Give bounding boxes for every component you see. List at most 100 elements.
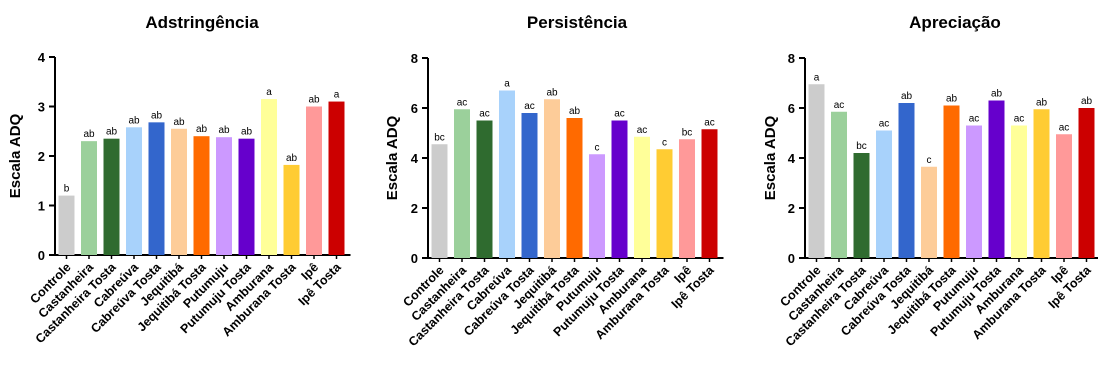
significance-label: c [595,142,600,153]
bar [148,122,165,255]
bar [58,195,75,255]
significance-label: a [504,79,510,90]
bar [454,109,470,258]
significance-label: ab [946,94,958,105]
chart-title: Adstringência [145,13,259,32]
bar [171,128,187,255]
y-tick-label: 2 [38,149,45,164]
y-tick-label: 4 [411,151,419,166]
bar [544,99,560,258]
significance-label: ab [1036,97,1048,108]
significance-label: ac [637,125,648,136]
bar [238,138,255,255]
y-tick-label: 4 [788,151,796,166]
significance-label: ab [151,110,163,121]
significance-label: ac [834,100,845,111]
significance-label: ab [286,153,298,164]
bar [216,137,232,255]
significance-label: ab [546,87,558,98]
bar [328,101,345,255]
bar [589,154,605,258]
bar [283,164,300,255]
bar [988,100,1005,258]
significance-label: a [334,90,340,101]
bar [876,130,892,258]
significance-label: ac [1059,122,1070,133]
significance-label: ac [457,97,468,108]
y-tick-label: 8 [788,51,795,66]
y-tick-label: 8 [411,51,418,66]
significance-label: bc [856,141,867,152]
bar [1033,109,1050,258]
significance-label: ac [879,119,890,130]
y-axis-label: Escala ADQ [7,113,24,198]
bar [966,125,982,258]
y-tick-label: 4 [38,50,46,65]
significance-label: ab [173,117,185,128]
y-tick-label: 1 [38,199,45,214]
y-axis-label: Escala ADQ [384,115,401,200]
bar [431,144,448,258]
significance-label: c [927,155,932,166]
bar [499,90,515,258]
significance-label: a [266,87,272,98]
bar [634,136,650,258]
significance-label: a [814,72,820,83]
bar [476,120,493,258]
bar [679,139,695,258]
significance-label: ac [479,109,490,120]
significance-label: ab [991,89,1003,100]
y-tick-label: 2 [788,201,795,216]
y-tick-label: 6 [411,101,418,116]
bar [1056,134,1072,258]
significance-label: ac [524,101,535,112]
chart-title: Persistência [527,13,628,32]
significance-label: ab [196,124,208,135]
y-axis-label: Escala ADQ [762,115,779,200]
y-tick-label: 2 [411,201,418,216]
y-tick-label: 0 [788,251,795,266]
bar [566,118,583,258]
bar [81,141,97,255]
bar [898,103,915,258]
significance-label: ac [704,117,715,128]
bar [261,99,277,255]
bar [1011,125,1027,258]
bar [921,166,937,258]
bar [521,113,538,258]
x-category-label: Ipê Tosta [296,259,345,308]
bar [943,105,960,258]
x-category-label: Ipê Tosta [1046,262,1095,311]
significance-label: b [64,184,70,195]
significance-label: bc [434,132,445,143]
bar [126,127,142,255]
significance-label: ab [569,106,581,117]
bar [103,138,120,255]
y-tick-label: 6 [788,101,795,116]
bar [193,136,210,255]
bar [1078,108,1095,258]
bar [306,106,322,255]
y-tick-label: 3 [38,100,45,115]
bar [808,84,825,258]
significance-label: ab [218,125,230,136]
significance-label: ab [1081,96,1093,107]
x-category-label: Ipê Tosta [669,262,718,311]
chart-title: Apreciação [909,13,1001,32]
significance-label: ac [969,114,980,125]
significance-label: ac [614,109,625,120]
bar [853,153,870,258]
significance-label: ab [128,115,140,126]
y-tick-label: 0 [411,251,418,266]
significance-label: ab [83,129,95,140]
significance-label: c [662,137,667,148]
significance-label: bc [682,127,693,138]
bar [701,129,718,258]
y-tick-label: 0 [38,248,45,263]
significance-label: ac [1014,114,1025,125]
significance-label: ab [308,95,320,106]
bar [831,111,847,258]
significance-label: ab [901,91,913,102]
